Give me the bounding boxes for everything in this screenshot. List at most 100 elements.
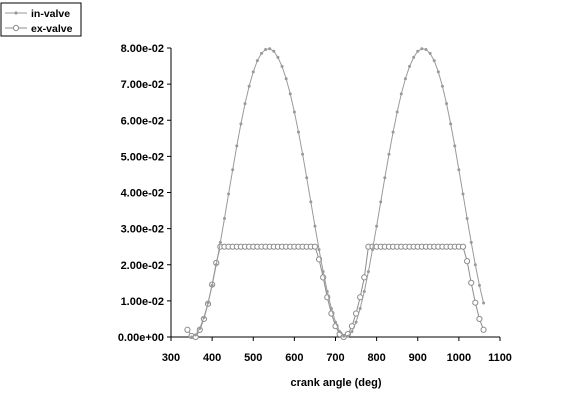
legend: in-valve ex-valve [0, 2, 82, 37]
data-point-in-valve [338, 330, 342, 334]
data-point-ex-valve [361, 274, 368, 281]
data-point-ex-valve [480, 326, 487, 333]
series-line-in-valve [191, 48, 485, 338]
series-layer [184, 47, 487, 341]
x-tick-label: 300 [162, 352, 180, 364]
y-tick-label: 5.00e-02 [121, 151, 164, 163]
x-tick-label: 1100 [488, 352, 512, 364]
data-point-in-valve [334, 320, 337, 324]
data-point-in-valve [222, 217, 226, 221]
data-point-in-valve [424, 47, 428, 51]
data-point-in-valve [247, 84, 251, 88]
data-point-in-valve [420, 47, 424, 51]
data-point-in-valve [264, 47, 268, 51]
data-point-in-valve [440, 84, 444, 88]
data-point-in-valve [362, 289, 366, 293]
x-axis-label: crank angle (deg) [290, 377, 381, 389]
y-tick-label: 8.00e-02 [121, 43, 164, 55]
data-point-in-valve [408, 64, 412, 68]
data-point-in-valve [313, 224, 317, 228]
legend-label-ex-valve: ex-valve [31, 23, 73, 35]
series-in-valve [190, 47, 486, 339]
data-point-in-valve [292, 110, 296, 114]
data-point-in-valve [436, 70, 440, 74]
y-ticks: 0.00e+00 1.00e-02 2.00e-02 3.00e-02 4.00e-02… [118, 43, 171, 344]
data-point-in-valve [482, 301, 486, 305]
data-point-in-valve [259, 51, 263, 55]
data-point-in-valve [465, 217, 469, 221]
axes [170, 48, 500, 338]
x-ticks: 300 400 500 600 700 800 900 1000 1100 [162, 337, 512, 364]
data-point-in-valve [383, 176, 387, 180]
data-point-in-valve [371, 248, 375, 252]
data-point-in-valve [255, 59, 259, 63]
y-tick-label: 2.00e-02 [121, 260, 164, 272]
data-point-in-valve [445, 102, 449, 106]
data-point-in-valve [317, 248, 321, 252]
y-tick-label: 6.00e-02 [121, 115, 164, 127]
y-tick-label: 3.00e-02 [121, 224, 164, 236]
data-point-in-valve [354, 320, 358, 324]
data-point-in-valve [358, 306, 362, 310]
data-point-in-valve [288, 92, 292, 96]
data-point-in-valve [251, 70, 255, 74]
data-point-in-valve [321, 270, 325, 274]
data-point-in-valve [399, 92, 403, 96]
data-point-in-valve [457, 168, 461, 172]
legend-marker-in-valve [14, 11, 18, 15]
data-point-in-valve [272, 49, 276, 53]
data-point-ex-valve [464, 258, 471, 265]
data-point-ex-valve [184, 326, 191, 333]
data-point-in-valve [416, 49, 420, 53]
data-point-in-valve [412, 55, 416, 59]
data-point-in-valve [194, 333, 198, 337]
data-point-in-valve [469, 240, 473, 244]
x-tick-label: 600 [285, 352, 303, 364]
data-point-in-valve [449, 122, 453, 126]
x-tick-label: 400 [203, 352, 221, 364]
data-point-in-valve [198, 326, 202, 330]
series-ex-valve [184, 243, 487, 341]
data-point-in-valve [391, 130, 395, 134]
data-point-ex-valve [311, 243, 319, 250]
y-tick-label: 1.00e-02 [121, 296, 164, 308]
data-point-ex-valve [468, 279, 475, 286]
data-point-in-valve [301, 152, 305, 156]
data-point-in-valve [268, 47, 272, 51]
data-point-ex-valve [476, 315, 483, 323]
data-point-in-valve [239, 122, 243, 126]
data-point-in-valve [231, 168, 235, 172]
data-point-ex-valve [459, 243, 467, 250]
data-point-in-valve [350, 330, 354, 334]
data-point-in-valve [366, 270, 370, 274]
y-tick-label: 7.00e-02 [121, 79, 164, 91]
data-point-in-valve [432, 59, 436, 63]
data-point-in-valve [395, 110, 399, 114]
data-point-in-valve [309, 200, 313, 204]
data-point-in-valve [379, 200, 383, 204]
data-point-in-valve [276, 55, 280, 59]
x-tick-label: 900 [409, 352, 427, 364]
data-point-in-valve [375, 224, 379, 228]
data-point-in-valve [210, 283, 214, 287]
data-point-in-valve [473, 263, 477, 267]
data-point-in-valve [346, 334, 350, 338]
data-point-in-valve [227, 192, 231, 196]
y-tick-label: 0.00e+00 [118, 332, 164, 344]
x-tick-label: 700 [326, 352, 344, 364]
x-tick-label: 800 [367, 352, 385, 364]
data-point-in-valve [453, 144, 457, 148]
data-point-in-valve [190, 335, 194, 339]
data-point-in-valve [296, 130, 300, 134]
data-point-in-valve [235, 144, 239, 148]
data-point-in-valve [428, 51, 432, 55]
y-tick-label: 4.00e-02 [121, 188, 164, 200]
data-point-in-valve [206, 301, 210, 305]
data-point-in-valve [305, 176, 309, 180]
data-point-in-valve [243, 102, 247, 106]
data-point-ex-valve [472, 299, 479, 306]
data-point-in-valve [342, 334, 346, 338]
legend-marker-ex-valve [12, 24, 20, 32]
data-point-in-valve [325, 289, 329, 293]
x-tick-label: 500 [244, 352, 262, 364]
